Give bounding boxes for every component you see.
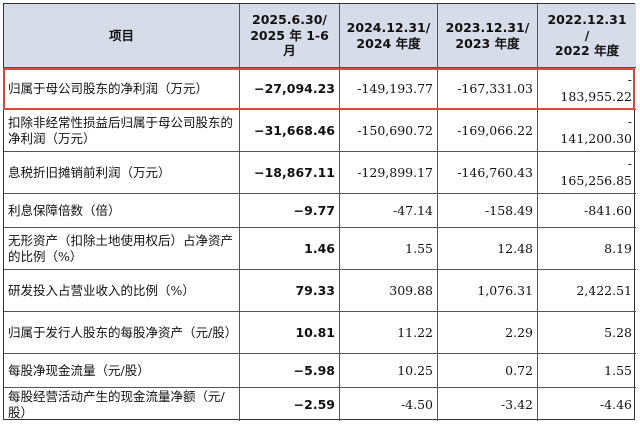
row-value-2025h1: −5.98 (240, 354, 340, 388)
row-value-2024: -149,193.77 (340, 68, 438, 110)
row-value-2025h1: −2.59 (240, 388, 340, 421)
row-value-2022: 5.28 (538, 312, 636, 354)
row-value-2022: - 141,200.30 (538, 110, 636, 152)
row-value-2024: 1.55 (340, 228, 438, 270)
row-value-2025h1: −18,867.11 (240, 152, 340, 194)
header-2024: 2024.12.31/ 2024 年度 (340, 4, 438, 68)
financial-table: 项目 2025.6.30/ 2025 年 1-6 月 2024.12.31/ 2… (3, 3, 636, 421)
row-value-2023: -146,760.43 (438, 152, 538, 194)
row-value-2022-sign: - (627, 72, 632, 88)
header-2025h1-line1: 2025.6.30/ (252, 12, 327, 28)
row-value-2023: -3.42 (438, 388, 538, 421)
row-value-2024: 309.88 (340, 270, 438, 312)
header-2023: 2023.12.31/ 2023 年度 (438, 4, 538, 68)
header-2023-line1: 2023.12.31/ (445, 19, 530, 35)
row-value-2025h1: −31,668.46 (240, 110, 340, 152)
row-value-2025h1: 10.81 (240, 312, 340, 354)
header-2025h1-line2: 2025 年 1-6 (250, 27, 329, 43)
row-value-2025h1: −9.77 (240, 194, 340, 228)
row-label: 归属于发行人股东的每股净资产（元/股） (4, 312, 240, 354)
row-label: 扣除非经常性损益后归属于母公司股东的净利润（万元） (4, 110, 240, 152)
row-value-2022: 1.55 (538, 354, 636, 388)
row-label: 研发投入占营业收入的比例（%） (4, 270, 240, 312)
row-value-2023: 2.29 (438, 312, 538, 354)
header-2022: 2022.12.31 / 2022 年度 (538, 4, 636, 68)
row-value-2024: 11.22 (340, 312, 438, 354)
row-label: 每股经营活动产生的现金流量净额（元/股） (4, 388, 240, 421)
row-value-2025h1: 1.46 (240, 228, 340, 270)
header-2025h1: 2025.6.30/ 2025 年 1-6 月 (240, 4, 340, 68)
header-2022-line2: / (584, 27, 590, 43)
row-label: 无形资产（扣除土地使用权后）占净资产的比例（%） (4, 228, 240, 270)
header-2024-line1: 2024.12.31/ (346, 19, 431, 35)
row-value-2022: -841.60 (538, 194, 636, 228)
header-2024-line2: 2024 年度 (356, 35, 421, 51)
row-value-2022: 8.19 (538, 228, 636, 270)
row-value-2025h1: −27,094.23 (240, 68, 340, 110)
row-value-2022-sign: - (627, 156, 632, 172)
row-label: 每股净现金流量（元/股） (4, 354, 240, 388)
row-value-2022: - 183,955.22 (538, 68, 636, 110)
row-value-2023: -167,331.03 (438, 68, 538, 110)
row-label: 息税折旧摊销前利润（万元） (4, 152, 240, 194)
row-label: 利息保障倍数（倍） (4, 194, 240, 228)
row-value-2022-sign: - (627, 114, 632, 130)
row-value-2023: -158.49 (438, 194, 538, 228)
row-value-2024: -150,690.72 (340, 110, 438, 152)
row-value-2023: -169,066.22 (438, 110, 538, 152)
row-value-2022: 2,422.51 (538, 270, 636, 312)
row-value-2024: -129,899.17 (340, 152, 438, 194)
row-value-2023: 0.72 (438, 354, 538, 388)
row-value-2024: -4.50 (340, 388, 438, 421)
row-value-2023: 12.48 (438, 228, 538, 270)
row-value-2022: - 165,256.85 (538, 152, 636, 194)
row-value-2022-number: 183,955.22 (560, 88, 632, 104)
header-2022-line1: 2022.12.31 (547, 12, 627, 28)
row-value-2022-number: 165,256.85 (560, 172, 632, 188)
row-label: 归属于母公司股东的净利润（万元） (4, 68, 240, 110)
header-item: 项目 (4, 4, 240, 68)
row-value-2023: 1,076.31 (438, 270, 538, 312)
header-2025h1-line3: 月 (283, 43, 296, 59)
header-2022-line3: 2022 年度 (554, 43, 620, 59)
row-value-2024: -47.14 (340, 194, 438, 228)
row-value-2022: -4.46 (599, 396, 632, 412)
row-value-2022-number: 141,200.30 (560, 130, 632, 146)
header-2023-line2: 2023 年度 (455, 35, 520, 51)
row-value-2025h1: 79.33 (240, 270, 340, 312)
row-value-2024: 10.25 (340, 354, 438, 388)
